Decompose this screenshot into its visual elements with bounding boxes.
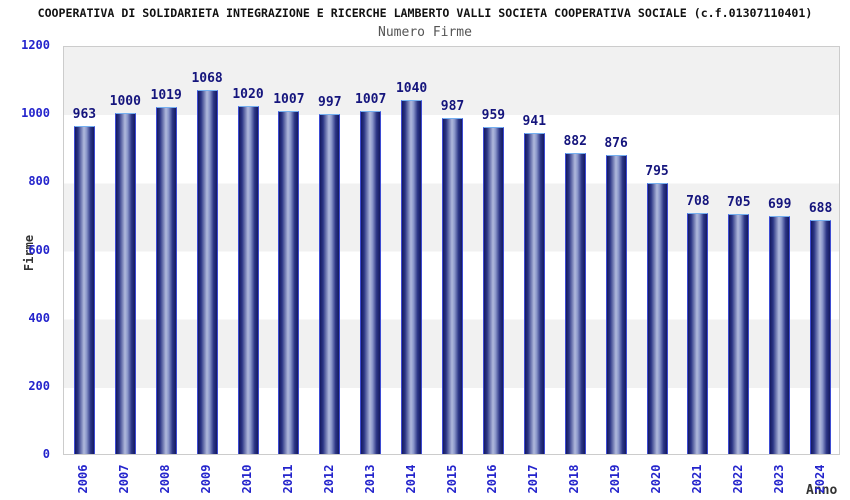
x-tick-label: 2019 (608, 464, 623, 494)
y-tick-label: 0 (42, 447, 50, 461)
bar (155, 107, 177, 454)
x-tick-label: 2011 (280, 464, 295, 494)
x-tick-label: 2009 (199, 464, 214, 494)
bar-value-label: 699 (767, 197, 792, 212)
bar-value-label: 705 (727, 195, 751, 210)
bar (360, 111, 382, 454)
bar (687, 213, 709, 454)
bar (114, 113, 136, 454)
bar-value-label: 1020 (232, 87, 264, 102)
x-tick-label: 2006 (76, 464, 91, 494)
chart-title: COOPERATIVA DI SOLIDARIETA INTEGRAZIONE … (37, 6, 813, 20)
bar (810, 220, 832, 454)
bar-value-label: 795 (645, 164, 669, 179)
bar-value-label: 1040 (395, 81, 428, 96)
x-tick-label: 2017 (526, 464, 541, 494)
y-tick-label: 400 (28, 310, 50, 325)
bar (564, 153, 586, 454)
bar (646, 183, 668, 454)
bar-value-label: 1019 (150, 88, 182, 103)
bar-value-label: 997 (318, 95, 342, 110)
y-tick-label: 600 (28, 242, 50, 257)
bar-value-label: 1007 (273, 92, 305, 107)
x-tick-label: 2018 (567, 464, 582, 494)
bar (319, 114, 341, 454)
bar-value-label: 1000 (109, 94, 141, 109)
x-tick-label: 2021 (689, 464, 704, 494)
x-tick-label: 2024 (812, 464, 827, 494)
bar-value-label: 987 (440, 99, 465, 114)
bar (482, 127, 504, 454)
x-tick-label: 2020 (649, 464, 663, 494)
bar (196, 90, 218, 454)
bar (605, 155, 627, 454)
bar-value-label: 708 (686, 194, 710, 209)
y-tick-label: 800 (28, 174, 50, 189)
x-tick-label: 2023 (771, 464, 786, 494)
x-tick-label: 2010 (240, 464, 254, 494)
chart-subtitle: Numero Firme (378, 25, 472, 40)
x-axis-title: Anno (806, 483, 838, 498)
bar-value-label: 959 (481, 108, 506, 123)
bar (523, 133, 545, 454)
x-tick-label: 2014 (403, 464, 418, 494)
bar (237, 106, 259, 454)
bar-value-label: 963 (72, 107, 97, 122)
bar-value-label: 876 (604, 136, 628, 151)
bar (769, 216, 791, 454)
y-tick-label: 1000 (21, 106, 50, 121)
bar (278, 111, 300, 454)
x-tick-label: 2016 (485, 464, 500, 494)
bar-value-label: 941 (522, 114, 547, 129)
x-tick-label: 2022 (730, 464, 745, 494)
x-tick-label: 2015 (444, 464, 459, 494)
x-tick-label: 2013 (362, 464, 377, 494)
bar (442, 118, 463, 454)
bar (728, 214, 750, 454)
bar-value-label: 882 (563, 134, 587, 149)
x-tick-label: 2012 (321, 464, 336, 494)
y-tick-label: 1200 (21, 38, 50, 52)
bar-value-label: 688 (808, 201, 833, 216)
bar (401, 100, 423, 454)
plot-area: 963 1000 1019 1068 1020 1007 997 1007 1040 987 959… (63, 46, 840, 455)
bar-value-label: 1068 (191, 71, 223, 86)
x-tick-label: 2007 (117, 464, 132, 494)
bar-value-label: 1007 (355, 92, 387, 107)
y-tick-label: 200 (28, 378, 50, 393)
x-tick-label: 2008 (158, 464, 173, 494)
bar (73, 126, 95, 454)
